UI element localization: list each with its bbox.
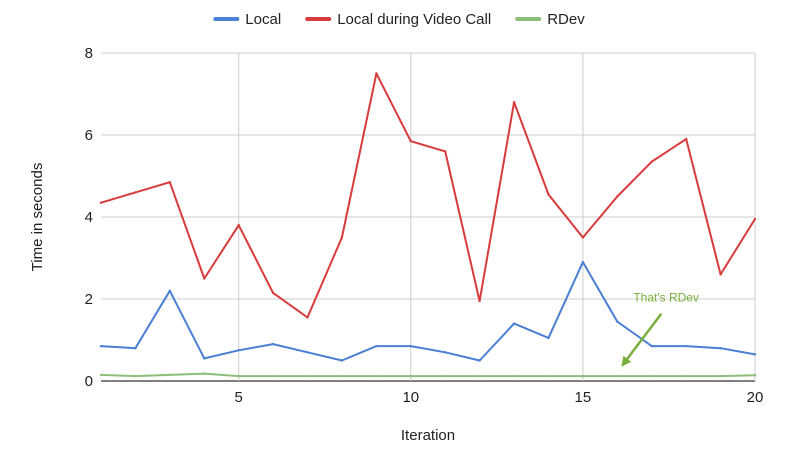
annotation-label: That's RDev <box>633 291 699 305</box>
data-point <box>478 374 481 378</box>
series-lines <box>99 72 757 378</box>
x-tick-label: 10 <box>402 389 419 406</box>
data-point <box>203 357 206 360</box>
data-point <box>409 374 412 378</box>
data-point <box>512 322 516 325</box>
data-point <box>753 374 757 377</box>
y-tick-label: 0 <box>85 373 93 390</box>
legend-label: Local <box>245 11 281 28</box>
data-point <box>340 374 344 378</box>
annotation-arrow <box>621 312 663 367</box>
legend-label: RDev <box>547 11 585 28</box>
data-point <box>719 347 722 350</box>
legend-item-0[interactable]: Local <box>213 11 281 28</box>
y-tick-label: 4 <box>85 209 93 226</box>
data-point <box>99 201 103 204</box>
annotations: That's RDev <box>621 291 699 367</box>
data-point <box>409 139 412 143</box>
legend-item-1[interactable]: Local during Video Call <box>305 11 491 28</box>
data-point <box>237 349 240 352</box>
data-point <box>340 236 344 239</box>
data-point <box>719 273 722 276</box>
data-point <box>650 160 653 163</box>
legend-item-2[interactable]: RDev <box>515 11 585 28</box>
legend-label: Local during Video Call <box>337 11 491 28</box>
data-point <box>168 289 172 292</box>
data-point <box>650 374 653 378</box>
data-point <box>306 374 309 378</box>
data-point <box>271 374 275 378</box>
data-point <box>616 320 619 323</box>
data-point <box>168 180 172 184</box>
data-point <box>478 359 481 362</box>
series-line-0 <box>100 261 756 362</box>
x-tick-label: 5 <box>235 389 243 406</box>
data-point <box>684 137 688 141</box>
data-point <box>409 344 412 348</box>
data-point <box>547 374 550 378</box>
series-line-2 <box>100 372 756 378</box>
data-point <box>478 299 481 303</box>
data-point <box>547 193 550 196</box>
data-point <box>719 374 722 378</box>
x-axis-title: Iteration <box>401 427 455 444</box>
data-point <box>375 344 378 348</box>
y-tick-label: 8 <box>85 45 93 62</box>
data-point <box>306 316 309 319</box>
data-point <box>203 372 206 375</box>
data-point <box>134 191 137 194</box>
data-point <box>444 351 447 354</box>
data-point <box>99 344 103 348</box>
data-point <box>444 374 447 378</box>
x-tick-label: 20 <box>747 389 764 406</box>
data-point <box>271 291 275 295</box>
data-point <box>375 72 378 75</box>
data-point <box>547 336 550 340</box>
y-axis-title: Time in seconds <box>29 163 46 272</box>
data-point <box>375 374 378 378</box>
gridlines <box>101 52 756 382</box>
tick-labels: 0 2 4 6 8 5 10 15 20 <box>85 45 764 406</box>
data-point <box>753 217 757 221</box>
data-point <box>581 260 585 264</box>
data-point <box>616 195 619 198</box>
data-point <box>134 347 137 350</box>
data-point <box>237 224 240 227</box>
data-point <box>650 344 653 348</box>
data-point <box>237 374 240 378</box>
y-tick-label: 2 <box>85 291 93 308</box>
data-point <box>512 374 516 378</box>
data-point <box>340 359 344 362</box>
x-tick-label: 15 <box>575 389 592 406</box>
series-line-1 <box>100 72 756 319</box>
data-point <box>306 351 309 354</box>
data-point <box>444 150 447 153</box>
data-point <box>512 101 516 104</box>
data-point <box>581 236 585 239</box>
data-point <box>168 373 172 377</box>
legend: Local Local during Video Call RDev <box>213 11 585 28</box>
data-point <box>581 374 585 378</box>
data-point <box>684 374 688 378</box>
data-point <box>684 344 688 348</box>
data-point <box>753 353 757 356</box>
y-tick-label: 6 <box>85 127 93 144</box>
data-point <box>203 277 206 280</box>
data-point <box>134 374 137 378</box>
data-point <box>271 342 275 346</box>
data-point <box>616 374 619 378</box>
data-point <box>99 373 103 377</box>
